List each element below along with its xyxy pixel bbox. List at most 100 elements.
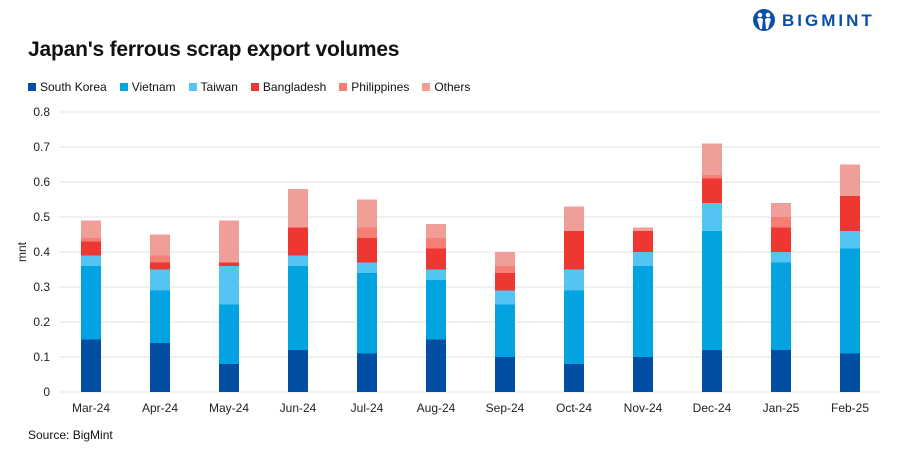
bar-segment-taiwan: [288, 255, 308, 266]
bar-segment-bangladesh: [357, 238, 377, 263]
bar-segment-bangladesh: [771, 227, 791, 252]
x-tick-label: Dec-24: [693, 401, 732, 415]
legend-label: Bangladesh: [262, 80, 327, 94]
bar-segment-others: [150, 234, 170, 256]
bar-segment-others: [771, 203, 791, 217]
legend-swatch: [250, 83, 259, 91]
bigmint-logo: BIGMINT: [752, 8, 875, 34]
bar-segment-taiwan: [81, 255, 101, 266]
y-tick-label: 0: [43, 385, 50, 399]
bar-segment-taiwan: [495, 290, 515, 305]
bar-segment-philippines: [702, 175, 722, 179]
legend-item: Others: [422, 80, 470, 94]
bar-segment-others: [702, 143, 722, 175]
bar-segment-south-korea: [426, 339, 446, 392]
bar-segment-vietnam: [633, 266, 653, 357]
bar-segment-philippines: [771, 217, 791, 228]
legend-swatch: [339, 83, 348, 91]
bar-segment-others: [633, 227, 653, 231]
bar-segment-south-korea: [840, 353, 860, 392]
legend-swatch: [28, 83, 36, 91]
x-tick-label: Nov-24: [624, 401, 663, 415]
bar-segment-others: [357, 199, 377, 228]
bar-segment-bangladesh: [81, 241, 101, 256]
bar-segment-vietnam: [564, 290, 584, 364]
bar-segment-south-korea: [219, 364, 239, 392]
x-tick-label: Jul-24: [351, 401, 384, 415]
bigmint-logo-icon: [753, 9, 775, 31]
bar-segment-taiwan: [357, 262, 377, 273]
bar-segment-philippines: [495, 266, 515, 273]
bar-segment-south-korea: [702, 350, 722, 392]
legend-item: Vietnam: [119, 80, 176, 94]
y-tick-label: 0.4: [33, 245, 50, 259]
bar-segment-vietnam: [426, 280, 446, 340]
y-axis-label: mnt: [15, 241, 29, 262]
bar-segment-philippines: [150, 255, 170, 263]
bar-segment-philippines: [426, 238, 446, 249]
x-tick-label: Sep-24: [486, 401, 525, 415]
legend: South Korea Vietnam Taiwan Bangladesh Philip…: [28, 80, 470, 94]
bar-segment-vietnam: [81, 266, 101, 340]
bar-segment-south-korea: [81, 339, 101, 392]
bar-segment-vietnam: [357, 273, 377, 354]
bar-segment-bangladesh: [150, 262, 170, 270]
x-tick-label: Oct-24: [556, 401, 592, 415]
legend-label: Taiwan: [200, 80, 238, 94]
bar-segment-taiwan: [771, 252, 791, 263]
x-tick-label: Aug-24: [417, 401, 456, 415]
bar-segment-taiwan: [564, 269, 584, 291]
bar-segment-bangladesh: [702, 178, 722, 203]
bar-segment-vietnam: [840, 248, 860, 354]
bar-segment-bangladesh: [840, 196, 860, 231]
x-tick-label: Mar-24: [72, 401, 110, 415]
bar-segment-vietnam: [771, 262, 791, 350]
legend-item: South Korea: [28, 80, 107, 94]
bar-segment-bangladesh: [426, 248, 446, 270]
bar-segment-taiwan: [840, 231, 860, 249]
bar-segment-south-korea: [564, 364, 584, 392]
bar-segment-taiwan: [702, 203, 722, 231]
y-tick-label: 0.6: [33, 175, 50, 189]
bar-segment-philippines: [81, 238, 101, 242]
bar-segment-south-korea: [495, 357, 515, 392]
x-tick-label: Apr-24: [142, 401, 178, 415]
bar-segment-south-korea: [357, 353, 377, 392]
bar-segment-bangladesh: [219, 262, 239, 266]
bar-segment-south-korea: [633, 357, 653, 392]
bar-segment-south-korea: [771, 350, 791, 392]
bar-segment-vietnam: [150, 290, 170, 343]
legend-label: Philippines: [351, 80, 410, 94]
bar-segment-others: [840, 164, 860, 196]
x-tick-label: May-24: [209, 401, 249, 415]
bar-segment-taiwan: [426, 269, 446, 280]
y-tick-label: 0.2: [33, 315, 50, 329]
x-tick-label: Jan-25: [763, 401, 800, 415]
x-tick-label: Feb-25: [831, 401, 869, 415]
logo-text: BIGMINT: [782, 11, 875, 30]
bar-segment-others: [288, 189, 308, 228]
legend-swatch: [422, 83, 431, 91]
bar-segment-taiwan: [150, 269, 170, 291]
bar-segment-vietnam: [219, 304, 239, 364]
bar-segment-others: [219, 220, 239, 263]
bar-segment-south-korea: [288, 350, 308, 392]
legend-label: South Korea: [40, 80, 107, 94]
bar-segment-taiwan: [219, 266, 239, 305]
bar-segment-bangladesh: [633, 231, 653, 252]
bar-segment-others: [81, 220, 101, 238]
bar-segment-others: [426, 224, 446, 238]
bar-segment-others: [495, 252, 515, 266]
legend-item: Philippines: [339, 80, 409, 94]
bar-segment-taiwan: [633, 252, 653, 266]
chart-title: Japan's ferrous scrap export volumes: [28, 38, 400, 61]
bar-segment-south-korea: [150, 343, 170, 392]
y-tick-label: 0.7: [33, 140, 50, 154]
bar-segment-others: [564, 206, 584, 231]
bar-segment-philippines: [357, 227, 377, 238]
source-note: Source: BigMint: [28, 428, 113, 442]
x-tick-label: Jun-24: [280, 401, 317, 415]
bar-segment-bangladesh: [288, 227, 308, 256]
y-tick-label: 0.3: [33, 280, 50, 294]
